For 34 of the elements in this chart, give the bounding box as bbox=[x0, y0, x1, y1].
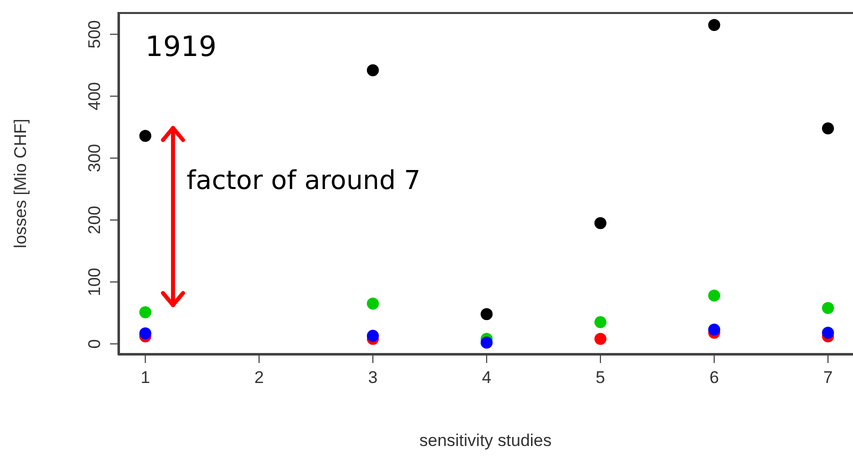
point bbox=[594, 217, 606, 230]
point bbox=[708, 290, 720, 302]
x-tick-label: 1 bbox=[140, 368, 150, 388]
y-tick-label: 400 bbox=[85, 82, 104, 110]
x-tick-label: 2 bbox=[254, 368, 264, 388]
y-axis-title: losses [Mio CHF] bbox=[11, 118, 30, 248]
annotation: 1919 bbox=[145, 30, 217, 63]
x-axis-title: sensitivity studies bbox=[419, 431, 552, 450]
point bbox=[139, 130, 152, 142]
point bbox=[822, 326, 834, 339]
annotation: factor of around 7 bbox=[186, 166, 421, 196]
x-tick-label: 3 bbox=[368, 368, 378, 388]
y-tick-label: 300 bbox=[85, 144, 104, 172]
y-tick-label: 0 bbox=[85, 339, 104, 349]
point bbox=[366, 298, 379, 310]
point bbox=[139, 306, 152, 318]
y-tick-label: 100 bbox=[85, 268, 104, 296]
point bbox=[139, 327, 152, 340]
y-tick-label: 500 bbox=[85, 20, 104, 48]
x-tick-label: 7 bbox=[823, 368, 833, 388]
x-tick-label: 4 bbox=[482, 368, 492, 388]
point bbox=[708, 324, 720, 336]
point bbox=[822, 122, 834, 134]
point bbox=[822, 302, 834, 314]
x-tick-label: 5 bbox=[596, 368, 606, 388]
point bbox=[594, 316, 606, 328]
point bbox=[480, 308, 493, 320]
point bbox=[708, 19, 720, 31]
point bbox=[480, 336, 493, 349]
point bbox=[366, 330, 379, 342]
point bbox=[594, 332, 606, 345]
y-tick-label: 200 bbox=[85, 206, 104, 234]
point bbox=[366, 64, 379, 76]
x-tick-label: 6 bbox=[709, 368, 719, 388]
